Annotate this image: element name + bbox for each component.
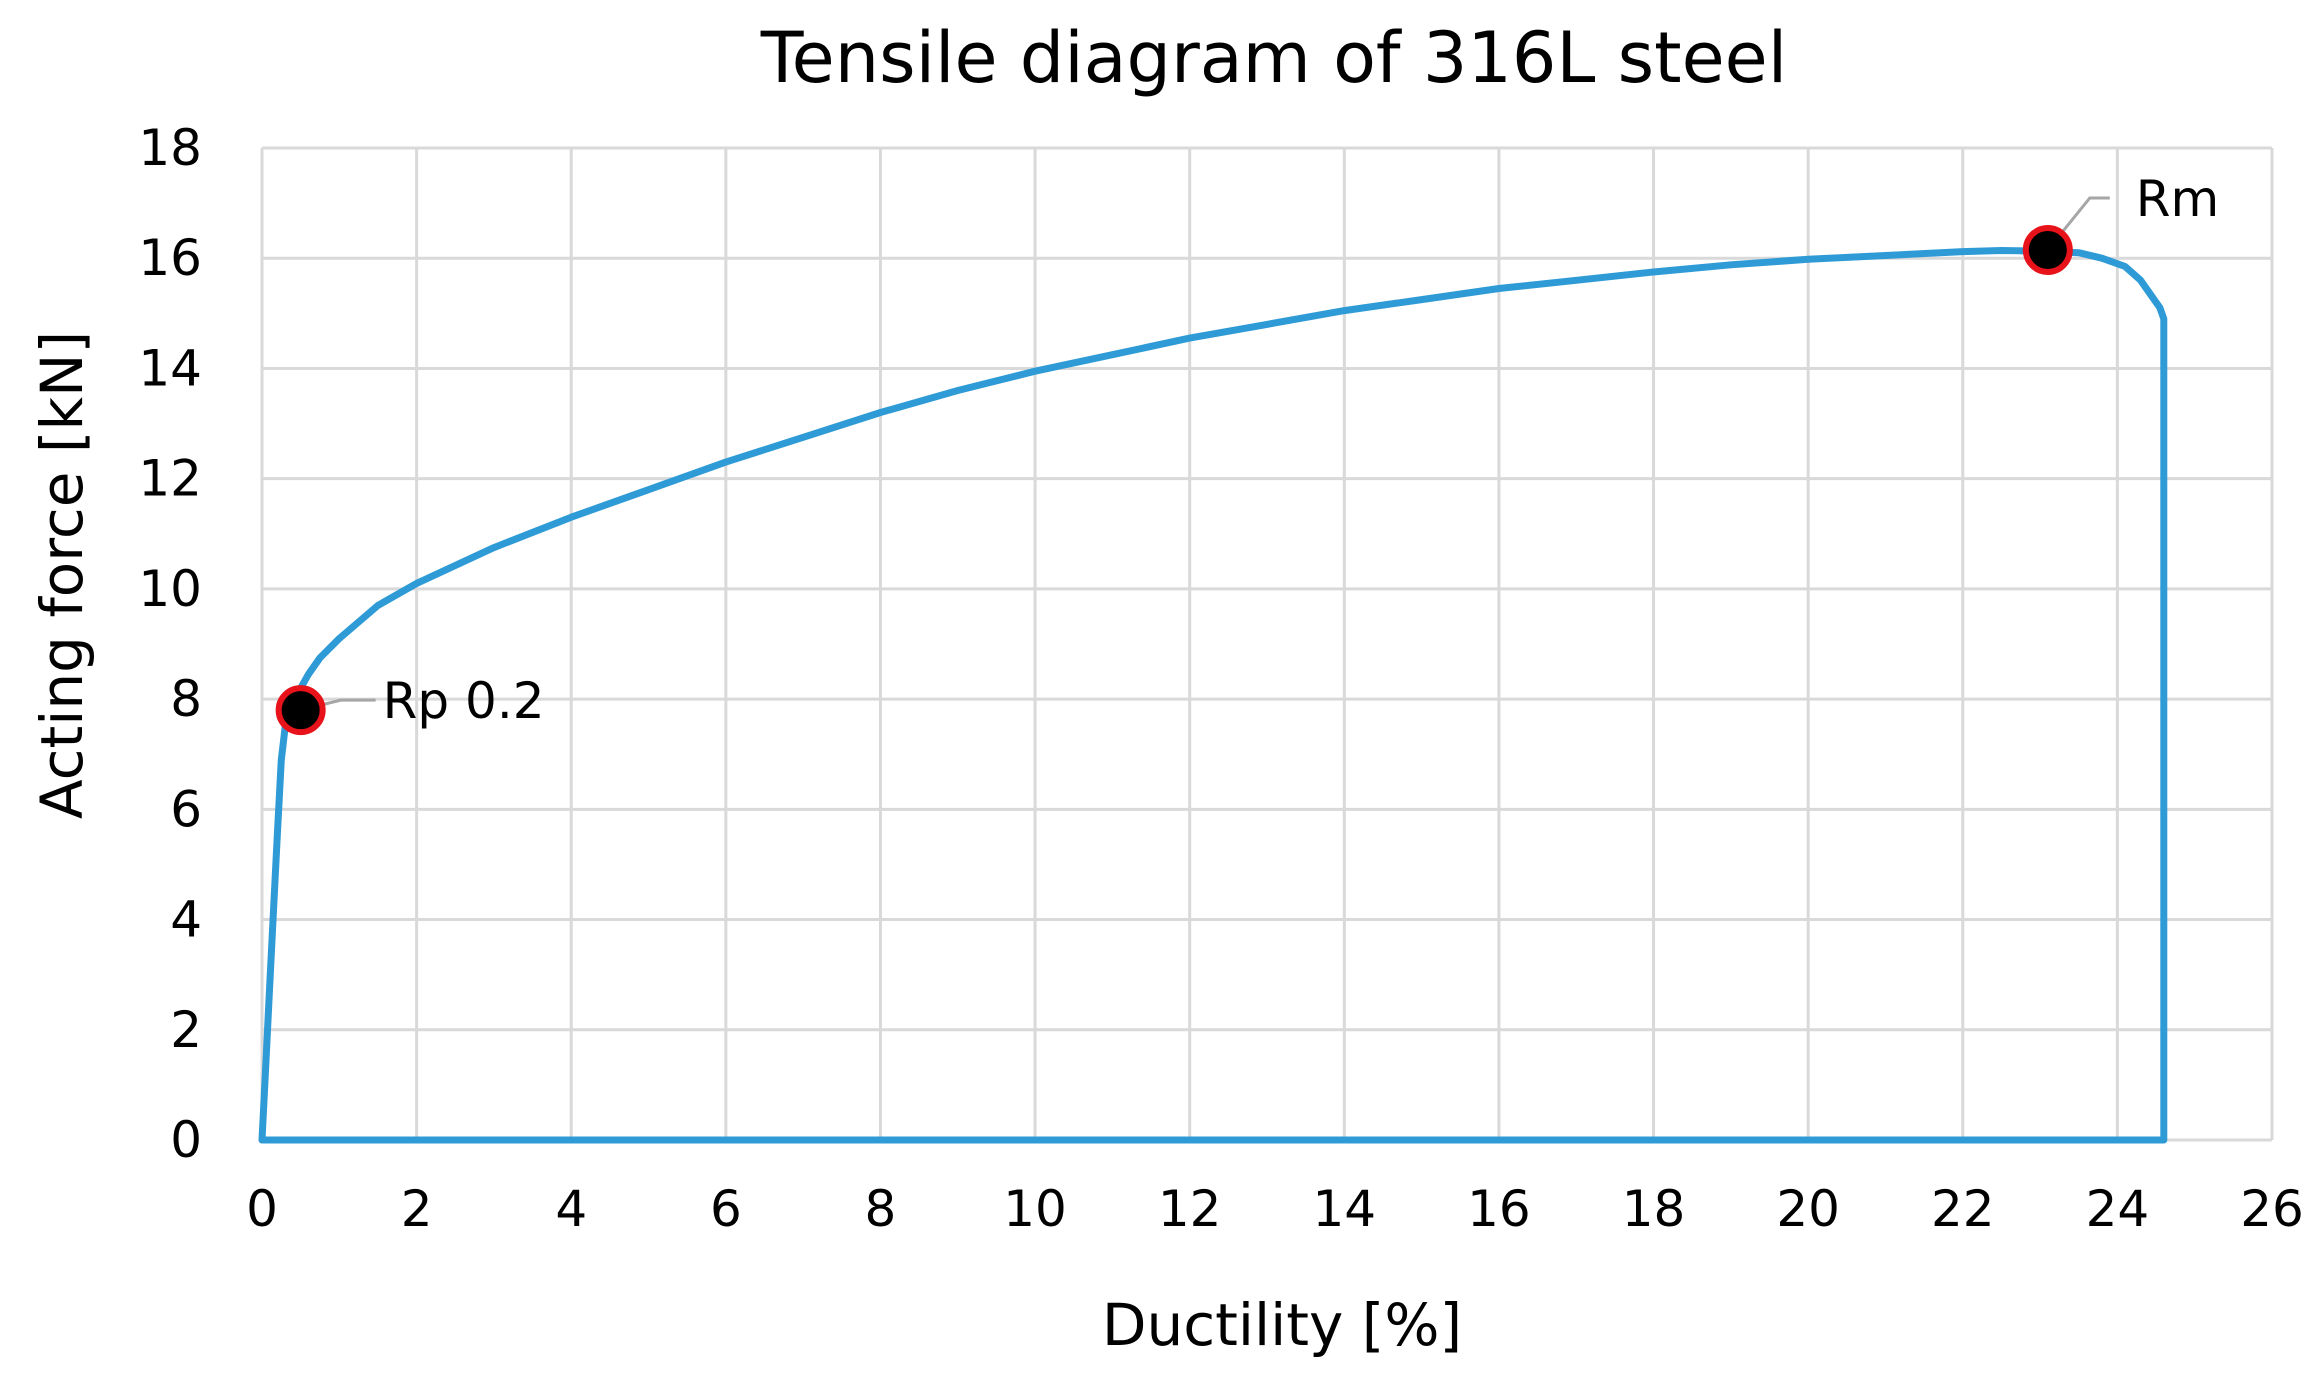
y-tick-label: 16: [138, 229, 202, 287]
y-axis-title: Acting force [kN]: [28, 331, 96, 819]
y-tick-label: 18: [138, 119, 202, 177]
y-tick-label: 2: [170, 1001, 202, 1059]
y-tick-label: 8: [170, 670, 202, 728]
x-tick-label: 8: [865, 1180, 897, 1238]
x-axis-title: Ductility [%]: [1102, 1291, 1462, 1359]
chart-title: Tensile diagram of 316L steel: [760, 17, 1787, 99]
x-tick-label: 0: [246, 1180, 278, 1238]
y-tick-label: 14: [138, 339, 202, 397]
x-tick-label: 16: [1467, 1180, 1531, 1238]
y-tick-label: 10: [138, 560, 202, 618]
y-tick-label: 12: [138, 450, 202, 508]
annotations: Rp 0.2 Rm: [275, 170, 2219, 736]
x-tick-label: 6: [710, 1180, 742, 1238]
x-tick-label: 10: [1003, 1180, 1067, 1238]
y-tick-label: 6: [170, 780, 202, 838]
grid: [260, 146, 2274, 1142]
x-tick-label: 22: [1931, 1180, 1995, 1238]
x-tick-label: 24: [2086, 1180, 2150, 1238]
annotated-point-rp02: Rp 0.2: [275, 672, 545, 736]
x-tick-label: 26: [2240, 1180, 2304, 1238]
y-tick-label: 0: [170, 1111, 202, 1169]
data-marker: [2022, 224, 2073, 275]
x-tick-label: 14: [1312, 1180, 1376, 1238]
x-tick-label: 18: [1622, 1180, 1686, 1238]
series-layer: [258, 247, 2168, 1144]
x-tick-label: 20: [1776, 1180, 1840, 1238]
x-tick-label: 12: [1158, 1180, 1222, 1238]
annotation-label: Rp 0.2: [383, 672, 545, 730]
data-marker: [275, 685, 326, 736]
series-line: [258, 247, 2168, 1144]
x-tick-label: 4: [555, 1180, 587, 1238]
annotated-point-rm: Rm: [2022, 170, 2219, 275]
annotation-label: Rm: [2136, 170, 2219, 228]
x-tick-label: 2: [401, 1180, 433, 1238]
y-tick-label: 4: [170, 891, 202, 949]
